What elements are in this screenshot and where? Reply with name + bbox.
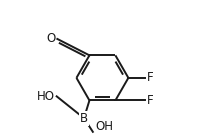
Text: B: B (80, 112, 88, 125)
Text: F: F (147, 94, 154, 107)
Text: F: F (147, 71, 154, 84)
Text: O: O (46, 32, 55, 45)
Text: HO: HO (37, 90, 55, 103)
Text: OH: OH (95, 120, 113, 132)
